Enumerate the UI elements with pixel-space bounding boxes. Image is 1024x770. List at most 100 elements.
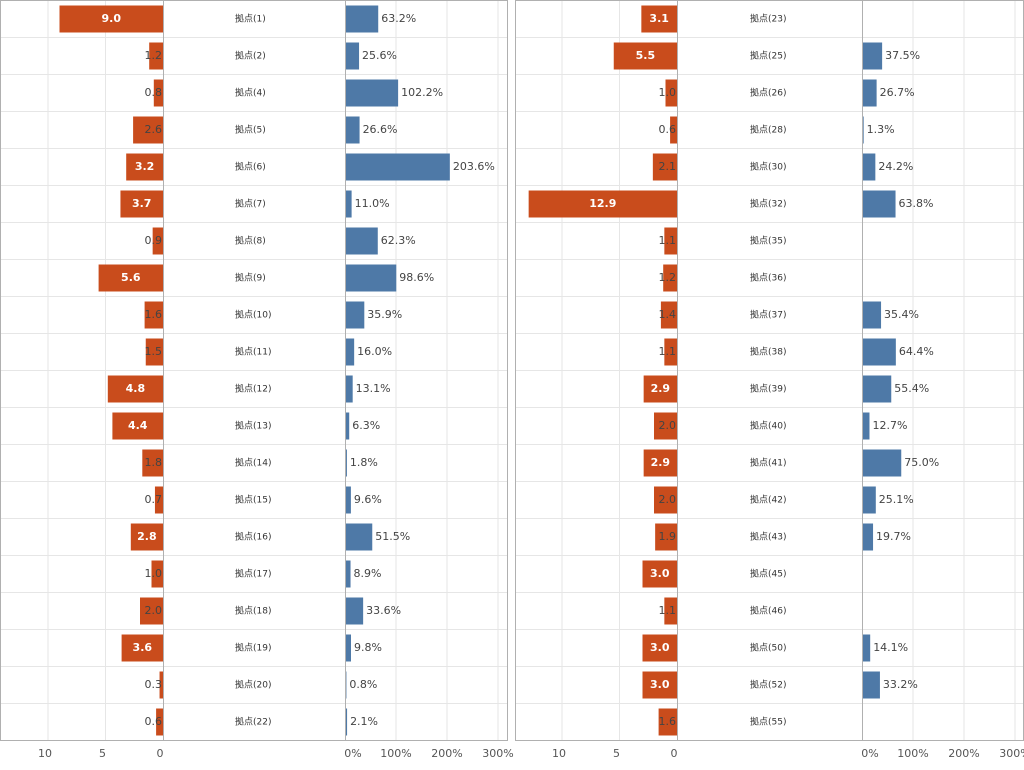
count-bar — [130, 523, 163, 551]
pct-label: 33.6% — [366, 604, 401, 617]
chart-row: 1.0 拠点(17) 8.9% — [145, 560, 382, 588]
site-name: 拠点(11) — [235, 346, 271, 358]
chart-row: 0.9 拠点(8) 62.3% — [145, 227, 416, 255]
count-bar — [59, 5, 163, 33]
pct-bar — [346, 190, 352, 218]
pct-label: 1.3% — [867, 123, 895, 136]
chart-row: 2.8 拠点(16) 51.5% — [130, 523, 410, 551]
site-name: 拠点(4) — [235, 87, 266, 99]
chart-row: 5.5 拠点(25) 37.5% — [613, 42, 920, 70]
pct-bar — [863, 42, 883, 70]
pct-bar — [346, 116, 360, 144]
site-name: 拠点(52) — [750, 679, 786, 691]
chart-row: 1.6 拠点(10) 35.9% — [145, 301, 402, 329]
count-bar — [665, 79, 677, 107]
pct-label: 16.0% — [357, 345, 392, 358]
chart-row: 2.0 拠点(42) 25.1% — [654, 486, 914, 514]
chart-row: 5.6 拠点(9) 98.6% — [98, 264, 434, 292]
pct-bar — [346, 227, 378, 255]
chart-row: 3.7 拠点(7) 11.0% — [120, 190, 390, 218]
count-label: 1.5 — [145, 345, 163, 358]
count-label: 1.2 — [659, 271, 677, 284]
pct-label: 12.7% — [872, 419, 907, 432]
site-name: 拠点(37) — [750, 309, 786, 321]
site-name: 拠点(6) — [235, 161, 266, 173]
site-name: 拠点(26) — [750, 87, 786, 99]
site-name: 拠点(13) — [235, 420, 271, 432]
count-label: 1.1 — [659, 604, 677, 617]
pct-bar — [346, 42, 360, 70]
tick-label-pct: 300% — [999, 747, 1024, 760]
count-label: 12.9 — [589, 197, 616, 210]
pct-bar — [863, 190, 896, 218]
site-name: 拠点(20) — [235, 679, 271, 691]
site-name: 拠点(5) — [235, 124, 266, 136]
site-name: 拠点(36) — [750, 272, 786, 284]
pct-label: 8.9% — [354, 567, 382, 580]
count-bar — [528, 190, 677, 218]
site-name: 拠点(32) — [750, 198, 786, 210]
count-label: 2.6 — [145, 123, 163, 136]
chart-row: 3.2 拠点(6) 203.6% — [126, 153, 495, 181]
count-bar — [654, 486, 677, 514]
count-label: 1.6 — [145, 308, 163, 321]
pct-label: 33.2% — [883, 678, 918, 691]
count-bar — [145, 338, 163, 366]
site-name: 拠点(39) — [750, 383, 786, 395]
count-bar — [152, 227, 163, 255]
count-bar — [156, 708, 163, 736]
chart-row: 0.6 拠点(22) 2.1% — [145, 708, 378, 736]
pct-label: 35.4% — [884, 308, 919, 321]
tick-label-pct: 0% — [344, 747, 361, 760]
count-label: 3.6 — [133, 641, 153, 654]
pct-label: 203.6% — [453, 160, 495, 173]
count-bar — [107, 375, 163, 403]
tick-label-pct: 100% — [897, 747, 928, 760]
pct-bar — [346, 449, 347, 477]
count-bar — [126, 153, 163, 181]
site-name: 拠点(16) — [235, 531, 271, 543]
chart-row: 1.8 拠点(14) 1.8% — [142, 449, 378, 477]
tick-label-count: 10 — [38, 747, 52, 760]
count-label: 2.9 — [651, 456, 671, 469]
chart-panel-2: 3.1 拠点(23) 5.5 拠点(25) 37.5% 1.0 拠点(26) 26.7% 0.6… — [515, 0, 1024, 760]
pct-label: 64.4% — [899, 345, 934, 358]
pct-bar — [346, 153, 450, 181]
pct-bar — [346, 560, 351, 588]
count-bar — [151, 560, 163, 588]
count-label: 1.8 — [145, 456, 163, 469]
pct-bar — [863, 671, 880, 699]
pct-bar — [863, 79, 877, 107]
site-name: 拠点(55) — [750, 716, 786, 728]
pct-bar — [346, 486, 351, 514]
pct-bar — [863, 301, 882, 329]
site-name: 拠点(2) — [235, 50, 266, 62]
site-name: 拠点(22) — [235, 716, 271, 728]
count-label: 2.0 — [145, 604, 163, 617]
count-bar — [140, 597, 163, 625]
count-label: 1.1 — [659, 234, 677, 247]
chart-row: 0.7 拠点(15) 9.6% — [145, 486, 382, 514]
pct-bar — [863, 153, 876, 181]
tick-label-count: 5 — [613, 747, 620, 760]
chart-row: 9.0 拠点(1) 63.2% — [59, 5, 416, 33]
chart-row: 4.8 拠点(12) 13.1% — [107, 375, 391, 403]
pct-bar — [346, 375, 353, 403]
pct-label: 98.6% — [399, 271, 434, 284]
pct-label: 1.8% — [350, 456, 378, 469]
tick-label-pct: 0% — [861, 747, 878, 760]
site-name: 拠点(28) — [750, 124, 786, 136]
pct-bar — [346, 708, 348, 736]
count-bar — [652, 153, 677, 181]
pct-label: 51.5% — [375, 530, 410, 543]
panel-frame — [0, 0, 508, 741]
count-bar — [654, 412, 677, 440]
site-name: 拠点(38) — [750, 346, 786, 358]
pct-bar — [346, 634, 351, 662]
site-name: 拠点(50) — [750, 642, 786, 654]
count-label: 2.1 — [659, 160, 677, 173]
chart-row: 1.1 拠点(38) 64.4% — [659, 338, 934, 366]
count-label: 0.6 — [659, 123, 677, 136]
chart-row: 2.1 拠点(30) 24.2% — [652, 153, 913, 181]
